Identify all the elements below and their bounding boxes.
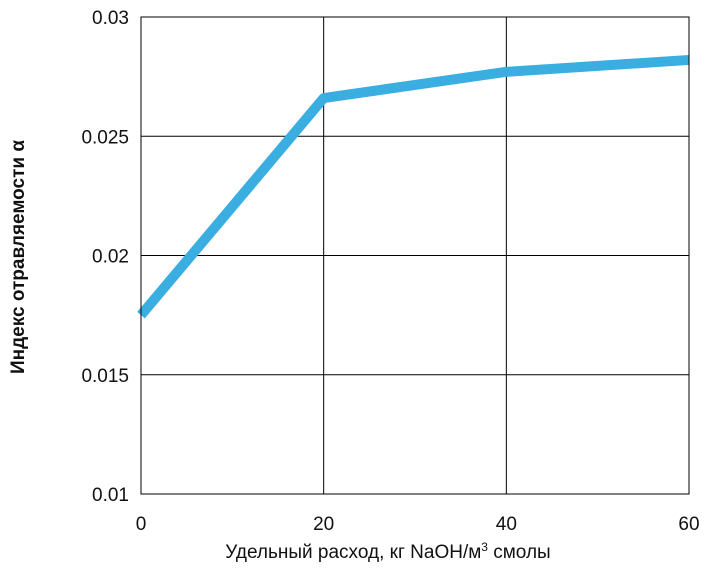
series-line: [137, 54, 690, 319]
x-axis-label: Удельный расход, кг NaOH/м3 смолы: [225, 540, 550, 563]
y-tick-label: 0.015: [81, 366, 129, 387]
plot-area-frame: [140, 16, 690, 495]
y-tick-label: 0.02: [92, 247, 129, 268]
x-tick-labels: 0 20 40 60: [136, 514, 700, 535]
y-axis-label: Индекс отравляемости α: [8, 140, 29, 374]
y-tick-label: 0.03: [92, 8, 129, 29]
x-axis-label-main: Удельный расход, кг NaOH/м: [225, 542, 481, 563]
series-layer: [137, 54, 690, 319]
x-tick-label: 40: [496, 514, 517, 535]
x-tick-label: 60: [678, 514, 699, 535]
y-tick-label: 0.01: [92, 485, 129, 506]
x-axis-label-tail: смолы: [488, 542, 551, 563]
x-tick-label: 20: [313, 514, 334, 535]
y-tick-label: 0.025: [81, 127, 129, 148]
x-tick-label: 0: [136, 514, 147, 535]
x-axis-label-superscript: 3: [481, 540, 488, 554]
y-tick-labels: 0.01 0.015 0.02 0.025 0.03: [81, 8, 129, 506]
